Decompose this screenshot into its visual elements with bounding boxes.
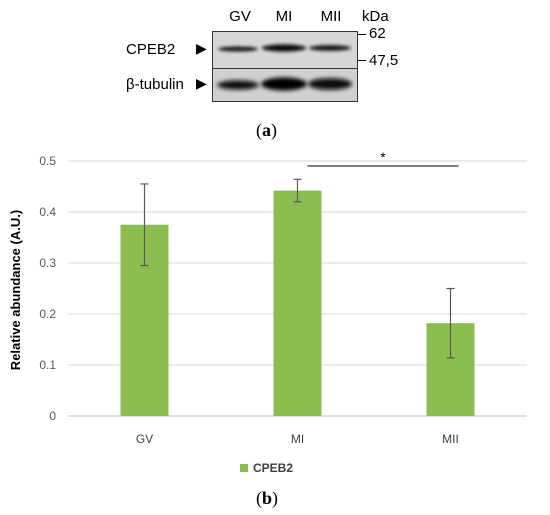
x-tick-label: MII bbox=[442, 432, 459, 446]
y-tick-label: 0.3 bbox=[39, 256, 56, 270]
lane-label-mi: MI bbox=[275, 8, 293, 25]
legend: CPEB2 bbox=[240, 461, 293, 475]
blot-label-cpeb2: CPEB2 bbox=[126, 41, 176, 58]
bar-mi bbox=[273, 190, 322, 416]
cpeb2-band-mii bbox=[309, 45, 351, 51]
panel-label-a: (a) bbox=[256, 120, 277, 140]
tubulin-band-mii bbox=[308, 78, 352, 90]
y-tick-labels: 0 0.1 0.2 0.3 0.4 0.5 bbox=[39, 154, 56, 423]
tubulin-band-mi bbox=[261, 77, 307, 91]
marker-62: 62 bbox=[369, 25, 386, 42]
panel-label-b: (b) bbox=[256, 488, 279, 508]
x-tick-labels: GV MI MII bbox=[136, 432, 459, 446]
y-axis-label: Relative abundance (A.U.) bbox=[8, 210, 23, 370]
x-tick-label: GV bbox=[136, 432, 153, 446]
cpeb2-band-mi bbox=[262, 44, 306, 52]
marker-tick-62 bbox=[358, 34, 366, 35]
legend-swatch bbox=[240, 464, 248, 472]
bars bbox=[120, 190, 475, 416]
significance-star: * bbox=[380, 149, 386, 165]
y-tick-label: 0.5 bbox=[39, 154, 56, 168]
arrow-tubulin-icon: ▶ bbox=[196, 75, 207, 91]
y-tick-label: 0.2 bbox=[39, 307, 56, 321]
y-tick-label: 0.4 bbox=[39, 205, 56, 219]
blot-label-tubulin: β-tubulin bbox=[126, 76, 184, 93]
arrow-cpeb2-icon: ▶ bbox=[196, 40, 207, 56]
marker-tick-47 bbox=[358, 60, 366, 61]
marker-47-5: 47,5 bbox=[369, 52, 399, 69]
lane-label-mii: MII bbox=[320, 8, 342, 25]
significance-annotation: * bbox=[307, 149, 459, 167]
y-tick-label: 0.1 bbox=[39, 358, 56, 372]
lane-label-gv: GV bbox=[229, 8, 251, 25]
y-tick-label: 0 bbox=[49, 409, 56, 423]
unit-label: kDa bbox=[362, 8, 389, 25]
legend-label: CPEB2 bbox=[253, 461, 293, 475]
tubulin-band-gv bbox=[217, 80, 259, 90]
error-bars bbox=[140, 178, 455, 359]
x-tick-label: MI bbox=[291, 432, 304, 446]
tubulin-blot bbox=[212, 68, 358, 102]
cpeb2-band-gv bbox=[218, 46, 258, 52]
cpeb2-blot bbox=[212, 31, 358, 69]
